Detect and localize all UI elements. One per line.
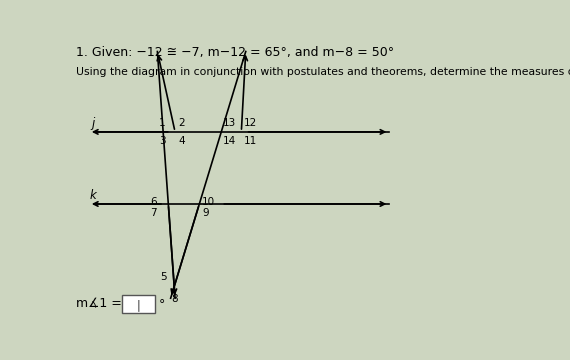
Text: °: ° [158, 298, 165, 311]
Text: 14: 14 [223, 136, 237, 145]
Text: 3: 3 [158, 136, 165, 145]
Text: m∡1 =: m∡1 = [76, 297, 121, 310]
Text: 1: 1 [158, 118, 165, 128]
Text: 9: 9 [202, 208, 209, 218]
Text: 7: 7 [150, 208, 157, 218]
Text: │: │ [136, 299, 141, 311]
Text: k: k [89, 189, 96, 202]
Text: 13: 13 [223, 118, 237, 128]
Text: 8: 8 [171, 294, 177, 304]
Text: 4: 4 [178, 136, 185, 145]
Text: j: j [91, 117, 94, 130]
Text: 2: 2 [178, 118, 185, 128]
Text: 5: 5 [160, 271, 166, 282]
FancyBboxPatch shape [122, 296, 155, 314]
Text: 11: 11 [244, 136, 258, 145]
Text: Using the diagram in conjunction with postulates and theorems, determine the mea: Using the diagram in conjunction with po… [76, 67, 570, 77]
Text: 6: 6 [150, 197, 157, 207]
Text: 10: 10 [202, 197, 215, 207]
Text: 12: 12 [244, 118, 258, 128]
Text: 1. Given: −12 ≅ −7, m−12 = 65°, and m−8 = 50°: 1. Given: −12 ≅ −7, m−12 = 65°, and m−8 … [76, 46, 394, 59]
